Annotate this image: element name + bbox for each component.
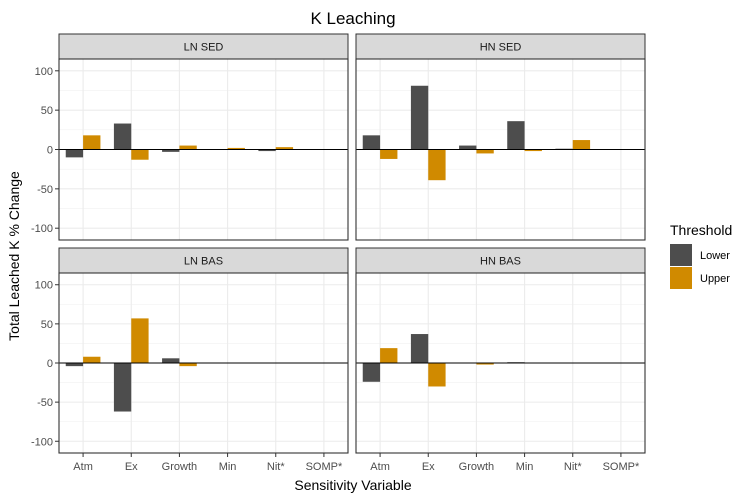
bar-upper-atm bbox=[380, 149, 398, 159]
bar-upper-atm bbox=[83, 356, 101, 363]
bar-upper-atm bbox=[380, 348, 398, 363]
panel-hn-sed: HN SED bbox=[355, 33, 646, 241]
bar-upper-nit bbox=[572, 140, 591, 150]
panel-hn-bas: HN BAS bbox=[355, 247, 646, 454]
panel-ln-bas: LN BAS bbox=[58, 247, 349, 454]
x-tick-label: SOMP* bbox=[306, 461, 343, 473]
x-axis-group: Atm Ex Growth Min Nit* SOMP* Atm Ex Growth Min Nit… bbox=[73, 453, 640, 473]
y-axis-group: -100 -50 0 50 100 -100 -50 0 50 100 bbox=[31, 66, 59, 448]
y-tick-label: 50 bbox=[41, 319, 53, 331]
legend-key-lower bbox=[670, 244, 692, 266]
y-tick-label: 100 bbox=[35, 280, 53, 292]
panel-border bbox=[355, 58, 646, 241]
x-tick-label: Growth bbox=[459, 461, 494, 473]
x-tick-label: SOMP* bbox=[603, 461, 640, 473]
bar-upper-min bbox=[524, 149, 542, 152]
bar-lower-atm bbox=[65, 363, 84, 367]
x-tick-label: Min bbox=[516, 461, 534, 473]
y-tick-label: -50 bbox=[37, 184, 53, 196]
bar-lower-growth bbox=[459, 145, 477, 150]
bar-lower-ex bbox=[113, 123, 132, 150]
strip-label: LN SED bbox=[184, 42, 224, 54]
panel-border bbox=[355, 272, 646, 454]
bar-lower-atm bbox=[362, 135, 381, 150]
bar-upper-growth bbox=[179, 363, 197, 367]
legend-label-upper: Upper bbox=[700, 273, 730, 285]
y-axis-title: Total Leached K % Change bbox=[6, 171, 22, 341]
strip-hn-bas bbox=[355, 247, 646, 274]
bar-upper-ex bbox=[428, 363, 446, 387]
bar-lower-growth bbox=[162, 149, 180, 152]
bar-upper-ex bbox=[131, 149, 149, 160]
bar-lower-atm bbox=[65, 149, 84, 158]
legend: Threshold Lower Upper bbox=[670, 222, 732, 289]
x-tick-label: Atm bbox=[73, 461, 93, 473]
legend-label-lower: Lower bbox=[700, 250, 730, 262]
y-tick-label: 0 bbox=[47, 145, 53, 157]
strip-label: HN BAS bbox=[480, 256, 521, 268]
bar-upper-ex bbox=[131, 318, 149, 363]
x-tick-label: Nit* bbox=[564, 461, 582, 473]
bar-lower-ex bbox=[410, 334, 429, 363]
bar-upper-growth bbox=[476, 363, 494, 365]
panel-ln-sed: LN SED bbox=[58, 33, 349, 241]
legend-title: Threshold bbox=[670, 222, 732, 238]
bar-upper-nit bbox=[275, 147, 294, 150]
chart-title: K Leaching bbox=[310, 9, 395, 28]
strip-ln-sed bbox=[58, 33, 349, 60]
x-tick-label: Growth bbox=[162, 461, 197, 473]
bar-lower-nit bbox=[258, 149, 276, 152]
x-tick-label: Nit* bbox=[267, 461, 285, 473]
x-tick-label: Ex bbox=[422, 461, 435, 473]
strip-label: LN BAS bbox=[184, 256, 223, 268]
y-tick-label: 50 bbox=[41, 105, 53, 117]
bar-lower-ex bbox=[113, 363, 132, 412]
bar-lower-min bbox=[507, 121, 525, 150]
strip-ln-bas bbox=[58, 247, 349, 274]
bar-upper-growth bbox=[476, 149, 494, 154]
x-axis-title: Sensitivity Variable bbox=[294, 477, 411, 493]
y-tick-label: 100 bbox=[35, 66, 53, 78]
bar-upper-ex bbox=[428, 149, 446, 181]
y-tick-label: -100 bbox=[31, 223, 53, 235]
legend-key-upper bbox=[670, 267, 692, 289]
x-tick-label: Atm bbox=[370, 461, 390, 473]
bar-upper-growth bbox=[179, 145, 197, 150]
bar-lower-ex bbox=[410, 85, 429, 150]
y-tick-label: -100 bbox=[31, 436, 53, 448]
panels-group: LN SED HN SED LN BAS HN BAS bbox=[58, 33, 646, 454]
y-tick-label: 0 bbox=[47, 358, 53, 370]
x-tick-label: Min bbox=[219, 461, 237, 473]
bar-upper-min bbox=[227, 147, 245, 150]
strip-label: HN SED bbox=[480, 42, 522, 54]
bar-lower-atm bbox=[362, 363, 381, 382]
bar-lower-growth bbox=[162, 358, 180, 363]
bar-upper-atm bbox=[83, 135, 101, 150]
x-tick-label: Ex bbox=[125, 461, 138, 473]
y-tick-label: -50 bbox=[37, 397, 53, 409]
